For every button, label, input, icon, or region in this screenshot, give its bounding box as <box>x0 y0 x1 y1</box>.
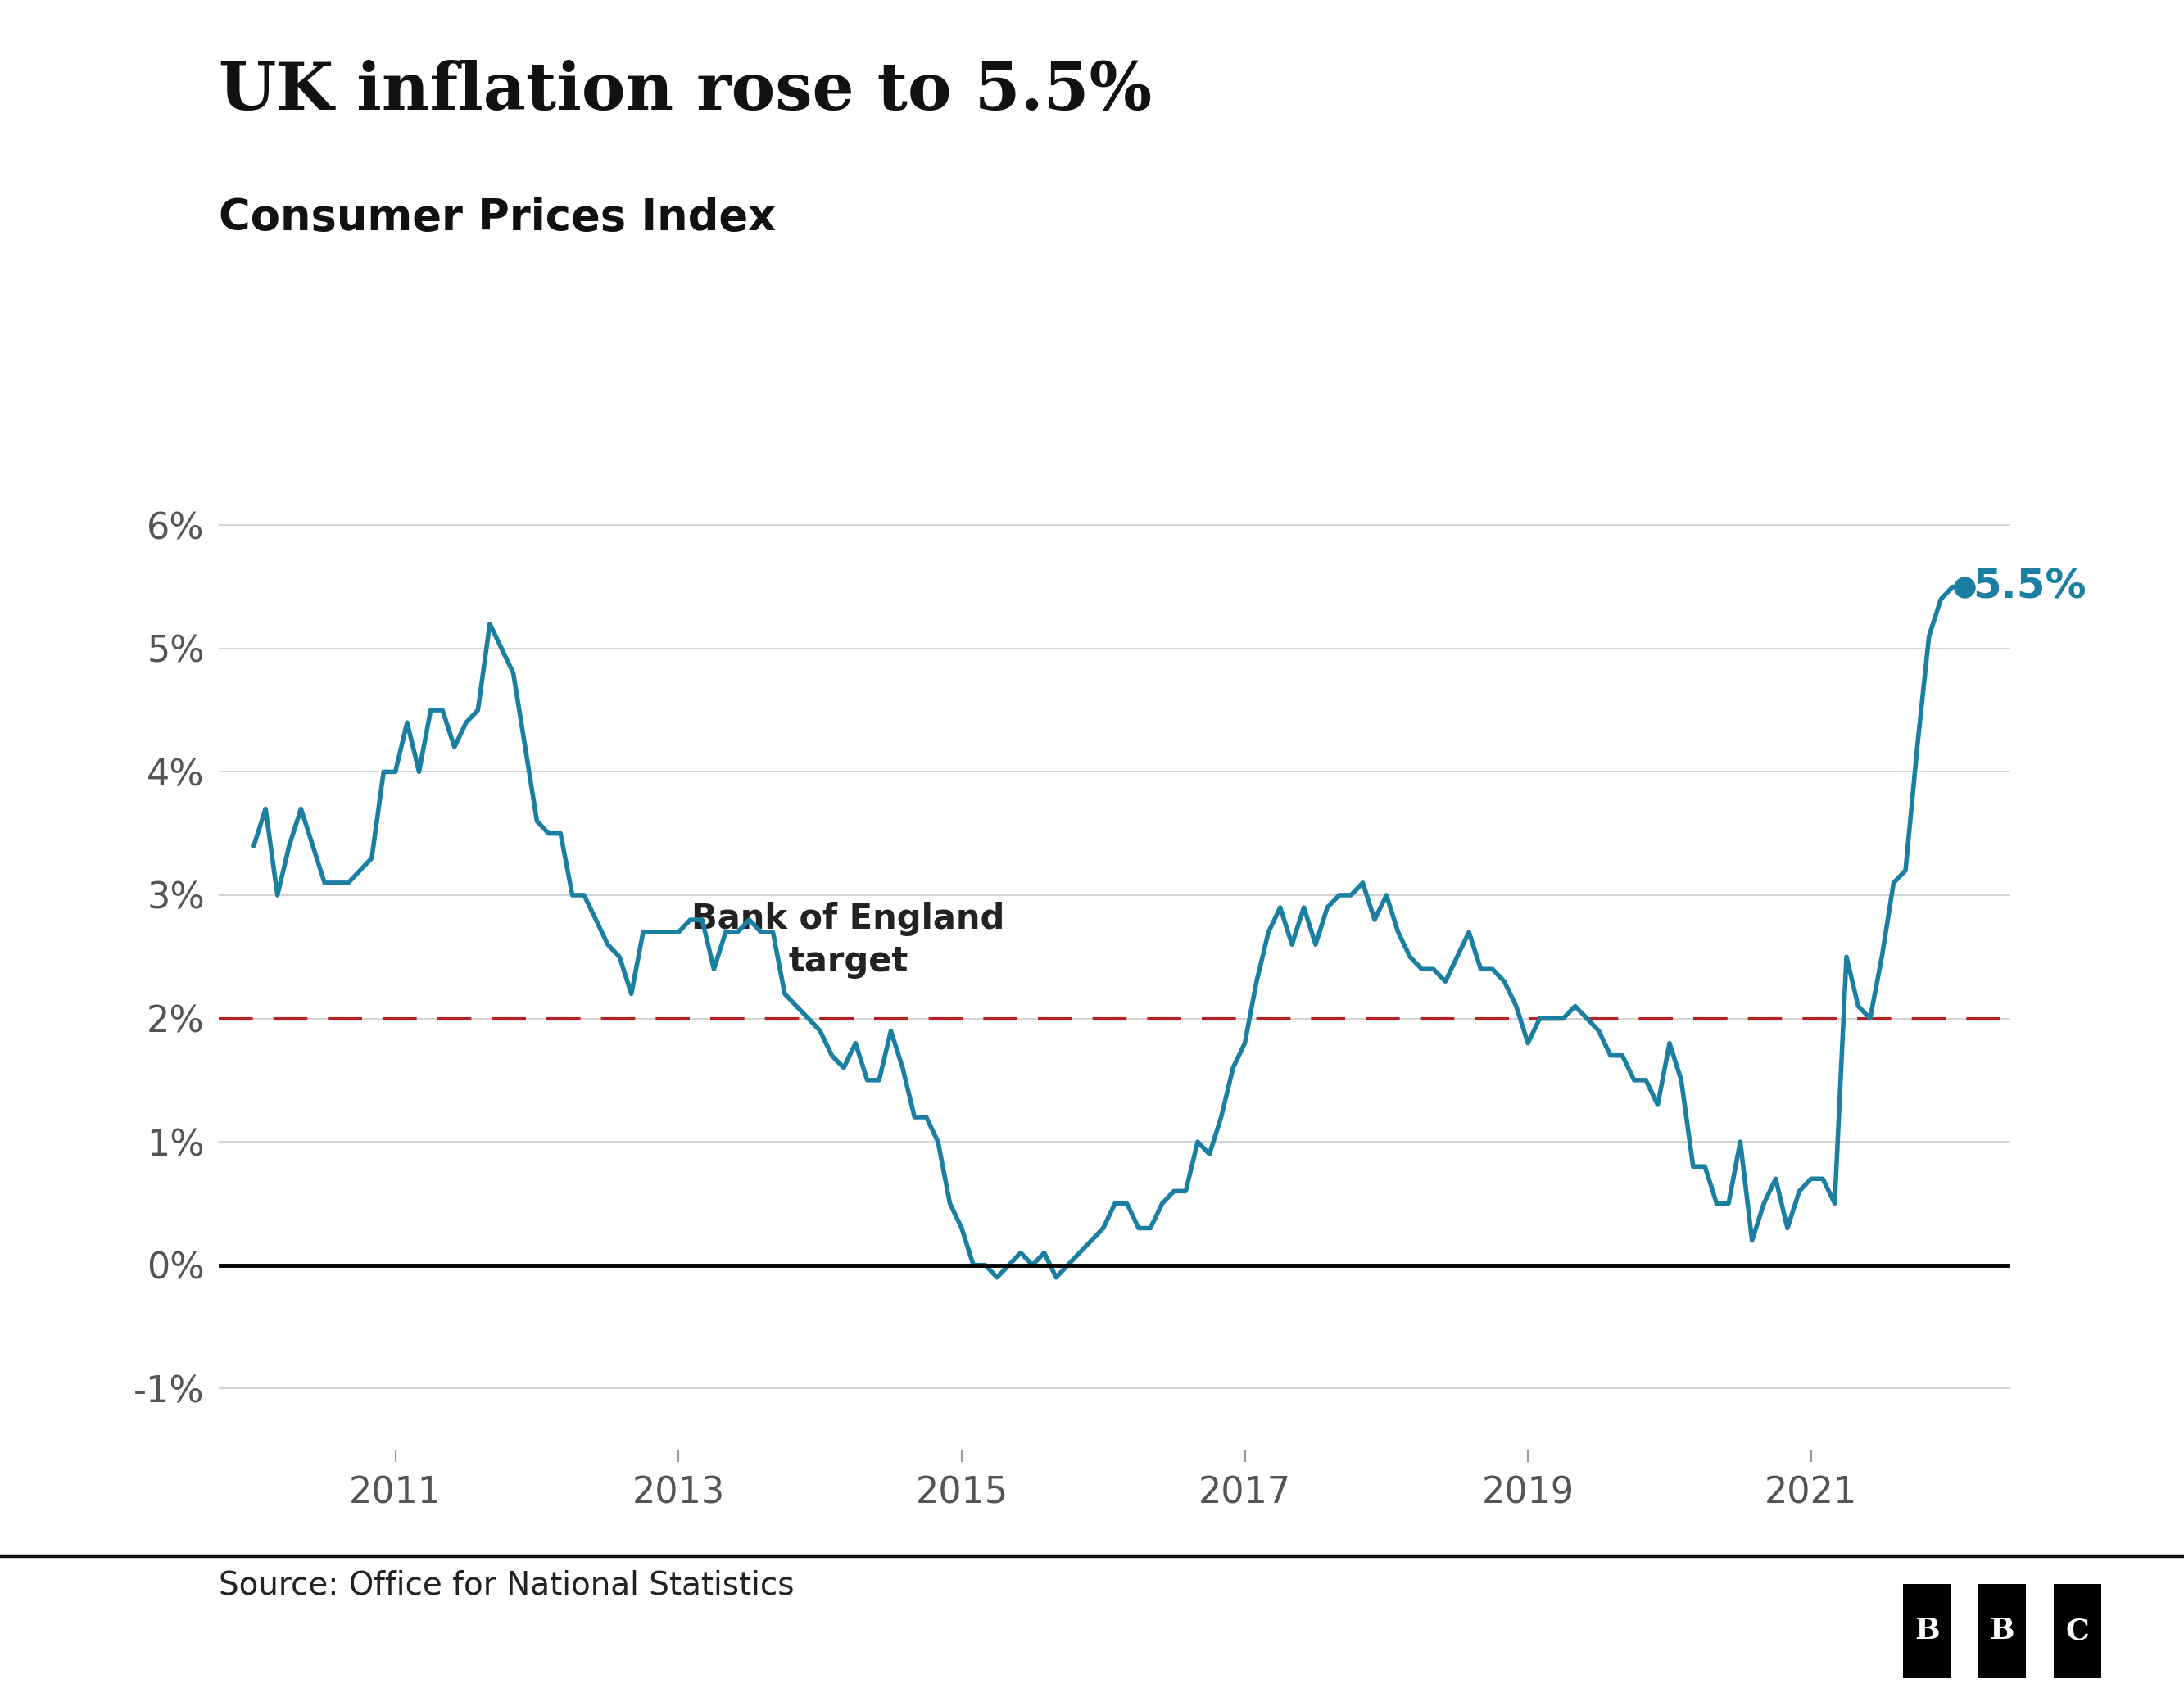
Text: Bank of England
target: Bank of England target <box>692 902 1005 979</box>
Text: Source: Office for National Statistics: Source: Office for National Statistics <box>218 1570 795 1600</box>
Text: B: B <box>1990 1617 2014 1645</box>
Bar <box>1894 1580 1961 1682</box>
Text: UK inflation rose to 5.5%: UK inflation rose to 5.5% <box>218 60 1151 123</box>
Bar <box>1968 1580 2035 1682</box>
Bar <box>1979 1583 2027 1679</box>
Bar <box>2053 1583 2101 1679</box>
Bar <box>2044 1580 2112 1682</box>
Text: 5.5%: 5.5% <box>1972 566 2086 606</box>
Text: C: C <box>2066 1617 2090 1645</box>
Text: B: B <box>1915 1617 1939 1645</box>
Bar <box>1902 1583 1950 1679</box>
Text: Consumer Prices Index: Consumer Prices Index <box>218 196 775 239</box>
